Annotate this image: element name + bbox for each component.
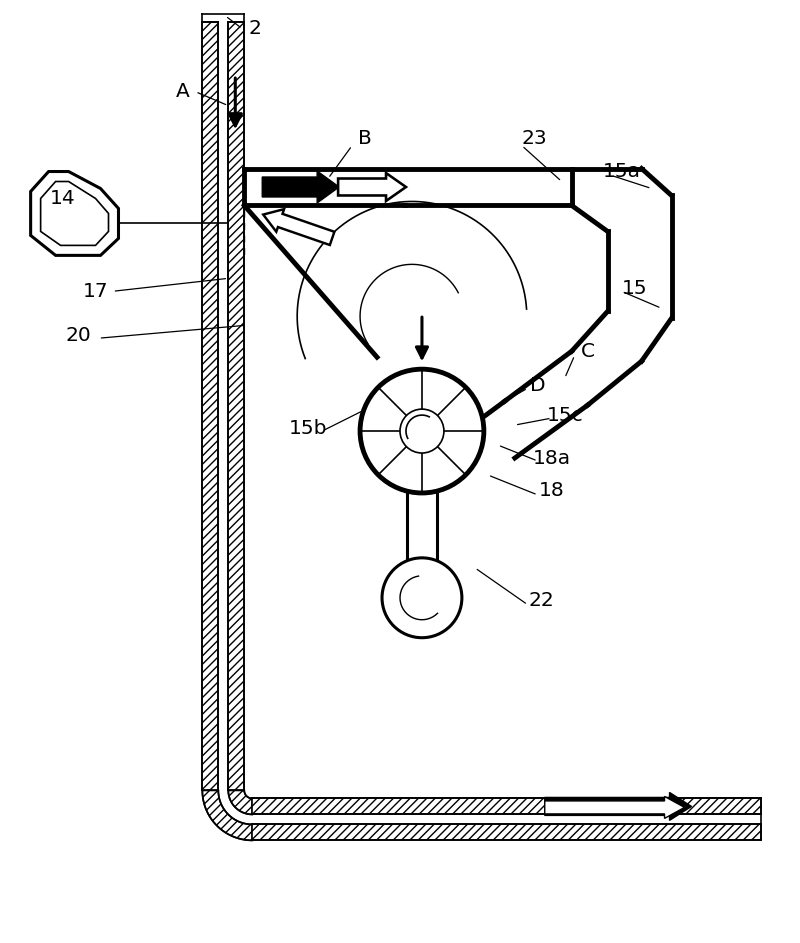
FancyArrow shape: [545, 792, 691, 820]
Text: 15a: 15a: [602, 162, 641, 181]
Text: C: C: [581, 341, 594, 361]
FancyArrow shape: [262, 171, 339, 203]
Polygon shape: [30, 172, 118, 256]
Text: 15c: 15c: [546, 405, 583, 424]
FancyArrow shape: [263, 209, 334, 245]
Text: A: A: [175, 82, 190, 101]
Polygon shape: [252, 824, 762, 840]
Polygon shape: [202, 22, 218, 790]
Polygon shape: [252, 799, 762, 815]
Text: B: B: [358, 129, 372, 148]
Text: 18: 18: [539, 482, 565, 501]
Text: 23: 23: [522, 129, 547, 148]
Text: 20: 20: [66, 325, 91, 345]
Text: 15: 15: [622, 279, 647, 298]
Text: 17: 17: [82, 282, 108, 301]
Circle shape: [382, 558, 462, 637]
Polygon shape: [228, 790, 252, 815]
Circle shape: [400, 409, 444, 453]
Text: 15b: 15b: [289, 419, 327, 438]
Text: 18a: 18a: [533, 449, 570, 468]
FancyArrow shape: [545, 797, 685, 819]
Text: 14: 14: [50, 189, 75, 208]
FancyArrow shape: [338, 173, 406, 201]
Text: 22: 22: [529, 591, 554, 610]
Polygon shape: [202, 790, 252, 840]
Polygon shape: [228, 22, 244, 790]
Circle shape: [360, 369, 484, 493]
Text: D: D: [530, 375, 546, 395]
Text: 2: 2: [249, 19, 262, 39]
